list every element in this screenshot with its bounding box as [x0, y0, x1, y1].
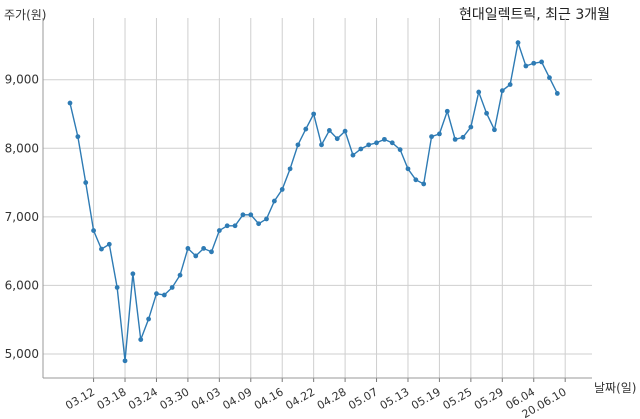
x-tick-label: 03.30 — [158, 385, 192, 412]
data-point — [350, 152, 356, 158]
data-point — [122, 358, 128, 364]
data-point — [303, 126, 309, 132]
data-point — [334, 136, 340, 142]
data-point — [75, 134, 81, 140]
x-tick-label: 04.03 — [189, 385, 223, 412]
data-point — [421, 181, 427, 187]
data-point — [83, 180, 89, 185]
x-tick-label: 05.07 — [346, 385, 380, 412]
data-point — [193, 253, 199, 259]
data-point — [499, 88, 505, 94]
data-point — [476, 89, 482, 95]
data-point — [311, 111, 317, 117]
x-tick-label: 03.12 — [63, 385, 97, 412]
x-tick-label: 04.09 — [221, 385, 255, 412]
data-point — [389, 140, 395, 146]
y-tick-label: 5,000 — [5, 347, 39, 361]
data-point — [130, 271, 136, 277]
data-point — [515, 40, 521, 46]
data-point — [224, 223, 230, 229]
y-tick-label: 9,000 — [5, 73, 39, 87]
data-point — [177, 272, 183, 278]
data-point — [437, 131, 442, 137]
x-tick-label: 04.22 — [283, 385, 317, 412]
data-point — [444, 108, 450, 114]
data-point — [429, 134, 434, 140]
data-point — [248, 212, 254, 218]
data-point — [216, 228, 222, 233]
data-point — [287, 166, 293, 172]
data-point — [99, 246, 104, 252]
data-point — [507, 82, 513, 87]
x-tick-label: 05.29 — [472, 385, 506, 412]
data-point — [523, 63, 529, 69]
y-tick-label: 8,000 — [5, 141, 39, 155]
data-point — [492, 127, 497, 133]
y-tick-label: 6,000 — [5, 278, 39, 292]
data-point — [114, 285, 120, 290]
data-point — [547, 75, 552, 81]
data-point — [169, 285, 175, 290]
data-point — [295, 142, 301, 148]
data-point — [326, 128, 332, 133]
data-point — [209, 249, 214, 255]
data-point — [452, 136, 458, 142]
x-tick-label: 04.28 — [315, 385, 349, 412]
data-point — [146, 316, 152, 322]
data-point — [374, 140, 379, 146]
x-tick-label: 03.18 — [95, 385, 129, 412]
data-point — [279, 187, 285, 192]
data-point — [366, 142, 372, 148]
data-point — [138, 337, 144, 342]
data-point — [405, 166, 411, 172]
x-tick-label: 05.13 — [378, 385, 412, 412]
data-point — [106, 241, 112, 247]
data-point — [161, 292, 167, 298]
x-tick-label: 05.19 — [409, 385, 443, 412]
data-point — [554, 91, 560, 96]
data-point — [531, 60, 537, 66]
data-point — [240, 212, 246, 218]
data-point — [201, 246, 207, 251]
x-tick-label: 03.24 — [126, 385, 160, 412]
data-point — [382, 136, 387, 142]
chart-title: 현대일렉트릭, 최근 3개월 — [458, 7, 610, 23]
data-point — [232, 223, 238, 229]
x-axis-label: 날짜(일) — [594, 381, 637, 395]
data-point — [67, 100, 73, 106]
data-point — [271, 198, 277, 204]
data-point — [342, 128, 348, 134]
data-point — [154, 291, 159, 297]
data-point — [185, 246, 191, 251]
data-point — [264, 216, 269, 222]
data-point — [468, 124, 474, 130]
data-point — [413, 177, 419, 183]
data-point — [397, 147, 403, 153]
data-point — [539, 59, 544, 65]
x-tick-label: 05.25 — [441, 385, 475, 412]
y-tick-label: 7,000 — [5, 210, 39, 224]
x-tick-label: 04.16 — [252, 385, 286, 412]
data-point — [91, 228, 96, 233]
data-point — [484, 110, 489, 116]
data-point — [319, 142, 324, 148]
data-point — [460, 134, 466, 140]
y-axis-label: 주가(원) — [4, 8, 47, 22]
data-point — [256, 221, 262, 227]
data-point — [358, 146, 364, 152]
